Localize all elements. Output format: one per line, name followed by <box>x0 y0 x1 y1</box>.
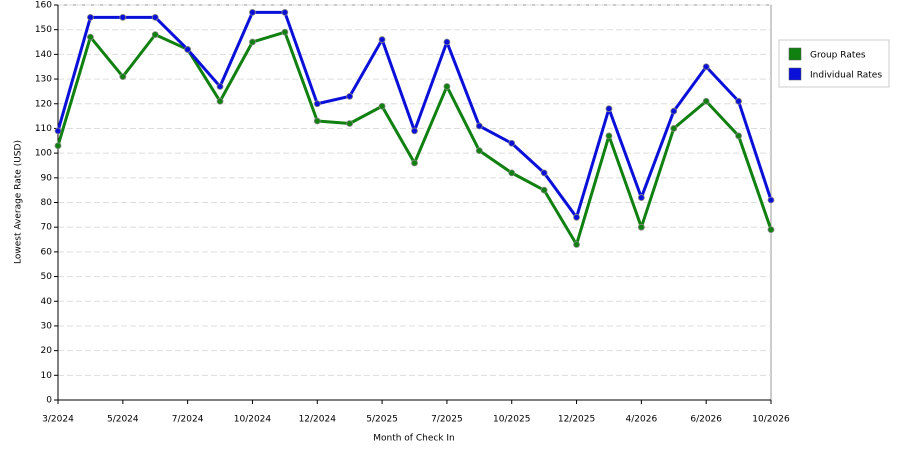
data-point <box>378 102 386 110</box>
data-point <box>670 125 678 132</box>
data-point <box>540 186 548 194</box>
y-tick-label: 70 <box>41 223 53 233</box>
data-point <box>216 83 224 90</box>
data-point <box>281 9 289 16</box>
data-point <box>670 107 678 115</box>
data-point <box>605 132 613 140</box>
legend-swatch <box>788 67 802 81</box>
data-point <box>54 142 62 150</box>
data-point <box>702 63 710 71</box>
x-tick-label: 6/2026 <box>690 415 722 425</box>
data-point <box>475 122 483 130</box>
data-point <box>54 127 62 135</box>
data-point <box>249 9 256 16</box>
data-point <box>508 139 516 147</box>
x-tick-label: 7/2024 <box>172 415 204 425</box>
y-tick-label: 0 <box>46 396 52 406</box>
data-point <box>151 31 159 39</box>
data-point <box>151 13 159 21</box>
y-tick-label: 30 <box>41 321 53 331</box>
x-tick-label: 5/2024 <box>107 415 139 425</box>
y-tick-label: 90 <box>41 173 53 183</box>
x-tick-label: 5/2025 <box>366 415 398 425</box>
data-point <box>87 33 94 41</box>
data-point <box>443 83 451 90</box>
y-tick-label: 50 <box>41 272 53 282</box>
data-point <box>735 132 742 140</box>
y-tick-label: 130 <box>35 75 52 85</box>
data-point <box>184 46 192 53</box>
data-point <box>346 92 354 100</box>
x-tick-label: 10/2024 <box>234 415 272 425</box>
y-tick-label: 120 <box>35 99 52 109</box>
y-tick-label: 60 <box>41 247 53 257</box>
x-tick-label: 12/2025 <box>558 415 595 425</box>
data-point <box>313 117 321 125</box>
data-point <box>87 13 94 21</box>
y-tick-label: 80 <box>41 198 53 208</box>
data-point <box>605 105 613 113</box>
data-point <box>637 223 645 231</box>
data-point <box>119 13 127 21</box>
data-point <box>216 97 224 105</box>
data-point <box>735 97 742 105</box>
x-tick-label: 10/2025 <box>493 415 530 425</box>
y-tick-label: 40 <box>41 297 53 307</box>
data-point <box>443 38 451 46</box>
legend-label: Group Rates <box>810 51 866 61</box>
data-point <box>411 127 418 135</box>
x-axis-label: Month of Check In <box>373 434 455 444</box>
data-point <box>119 73 127 80</box>
data-point <box>573 213 580 221</box>
x-tick-label: 12/2024 <box>299 415 337 425</box>
y-tick-label: 140 <box>35 50 52 60</box>
data-point <box>313 100 321 108</box>
data-point <box>637 194 645 201</box>
y-tick-label: 100 <box>35 149 52 159</box>
data-point <box>767 226 775 234</box>
x-tick-label: 3/2024 <box>42 415 74 425</box>
data-point <box>508 169 516 177</box>
data-point <box>346 120 354 127</box>
legend-swatch <box>788 47 802 61</box>
data-point <box>767 196 775 204</box>
data-point <box>411 159 418 167</box>
data-point <box>475 147 483 155</box>
y-tick-label: 150 <box>35 25 52 35</box>
data-point <box>573 241 580 248</box>
y-tick-label: 160 <box>35 1 52 11</box>
x-tick-label: 10/2026 <box>752 415 790 425</box>
y-tick-label: 110 <box>35 124 52 134</box>
data-point <box>281 28 289 36</box>
x-tick-label: 7/2025 <box>431 415 463 425</box>
legend-label: Individual Rates <box>810 71 882 81</box>
y-tick-label: 20 <box>41 346 53 356</box>
data-point <box>702 97 710 105</box>
data-point <box>540 169 548 177</box>
x-tick-label: 4/2026 <box>626 415 658 425</box>
data-point <box>249 38 256 46</box>
data-point <box>378 36 386 43</box>
y-axis-label: Lowest Average Rate (USD) <box>14 140 24 264</box>
y-tick-label: 10 <box>41 371 53 381</box>
